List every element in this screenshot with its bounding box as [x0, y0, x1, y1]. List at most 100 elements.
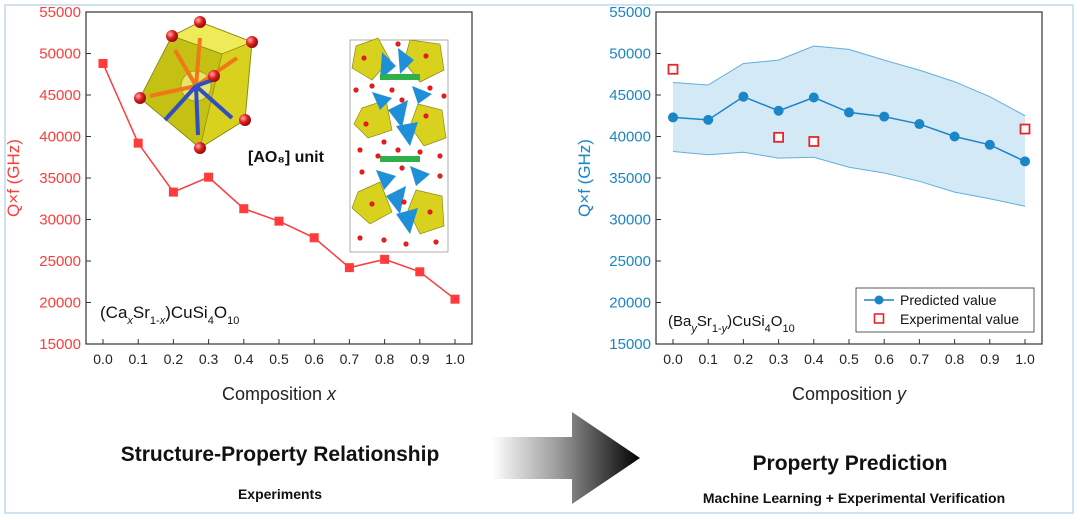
right-band-group	[672, 45, 1026, 207]
data-point	[738, 91, 749, 102]
data-point	[133, 138, 143, 148]
y-tick-label: 15000	[609, 336, 651, 353]
y-tick-label: 30000	[39, 212, 81, 229]
x-tick-label: 0.8	[375, 351, 395, 367]
x-tick-label: 0.7	[910, 351, 930, 367]
right-footer-title: Property Prediction	[752, 452, 948, 475]
y-tick-label: 40000	[39, 129, 81, 146]
transition-arrow-icon	[492, 412, 640, 504]
right-chart: 15000 20000 25000 30000 35000 40000 45000 50000…	[575, 4, 1043, 404]
y-tick-label: 35000	[609, 170, 651, 187]
legend-experimental-marker	[873, 313, 885, 324]
x-tick-label: 0.9	[980, 351, 1000, 367]
prediction-band	[673, 46, 1025, 207]
y-tick-label: 45000	[39, 87, 81, 104]
data-point	[668, 112, 678, 123]
data-point	[844, 107, 854, 118]
x-tick-label: 0.3	[199, 351, 219, 367]
unit-cell-image	[349, 37, 449, 253]
data-point	[239, 204, 249, 214]
x-tick-label: 0.9	[410, 351, 430, 367]
right-y-ticks: 15000 20000 25000 30000 35000 40000 45000 50000…	[609, 4, 661, 353]
left-series-points	[98, 58, 460, 304]
experimental-point	[808, 136, 820, 147]
x-tick-label: 0.8	[945, 351, 965, 367]
data-point	[773, 105, 784, 116]
right-x-axis-label: Composition y	[792, 384, 907, 404]
x-tick-label: 1.0	[445, 351, 465, 367]
data-point	[1020, 156, 1030, 167]
legend-predicted-label: Predicted value	[900, 292, 997, 308]
experimental-point	[773, 131, 784, 143]
ao8-polyhedron-image	[134, 16, 258, 154]
left-y-ticks: 15000 20000 25000 30000 35000 40000 45000 50000…	[39, 4, 91, 353]
left-footer-subtitle: Experiments	[237, 486, 323, 502]
y-tick-label: 20000	[609, 295, 651, 312]
x-tick-label: 0.1	[128, 351, 148, 367]
data-point	[344, 263, 354, 273]
y-tick-label: 35000	[39, 170, 81, 187]
left-chart: 15000 20000 25000 30000 35000 40000 45000 50000…	[4, 4, 473, 404]
y-tick-label: 30000	[609, 212, 651, 229]
right-footer-subtitle: Machine Learning + Experimental Verifica…	[702, 490, 1006, 506]
experimental-point	[1019, 123, 1031, 135]
y-tick-label: 15000	[39, 336, 81, 353]
y-tick-label: 50000	[609, 46, 651, 63]
data-point	[949, 131, 960, 142]
data-point	[879, 111, 890, 122]
right-legend: Predicted value Experimental value	[855, 287, 1035, 333]
band-upper-edge	[672, 45, 1026, 117]
x-tick-label: 0.4	[234, 351, 254, 367]
x-tick-label: 0.6	[874, 351, 894, 367]
x-tick-label: 1.0	[1015, 351, 1035, 367]
left-x-ticks: 0.0 0.1 0.2 0.3 0.4 0.5 0.6 0.7 0.8 0.9 1.0	[93, 339, 465, 367]
y-tick-label: 20000	[39, 295, 81, 312]
data-point	[415, 267, 425, 277]
y-tick-label: 25000	[39, 253, 81, 270]
data-point	[98, 58, 108, 68]
figure-frame	[4, 4, 1074, 514]
legend-experimental-label: Experimental value	[900, 311, 1019, 327]
data-point	[168, 187, 178, 197]
y-tick-label: 55000	[39, 4, 81, 21]
x-tick-label: 0.4	[804, 351, 824, 367]
y-tick-label: 50000	[39, 46, 81, 63]
data-point	[914, 119, 925, 130]
data-point	[984, 139, 995, 150]
data-point	[309, 233, 319, 243]
x-tick-label: 0.6	[304, 351, 324, 367]
ao8-unit-label: [AO₈] unit	[248, 149, 325, 166]
x-tick-label: 0.5	[839, 351, 859, 367]
left-y-axis-label: Q×f (GHz)	[4, 139, 23, 217]
band-lower-edge	[672, 150, 1026, 207]
experimental-point	[667, 63, 679, 75]
right-experimental-points	[667, 63, 1031, 147]
y-tick-label: 55000	[609, 4, 651, 21]
data-point	[380, 254, 390, 264]
left-footer-title: Structure-Property Relationship	[120, 443, 440, 466]
x-tick-label: 0.1	[698, 351, 718, 367]
x-tick-label: 0.2	[734, 351, 754, 367]
y-tick-label: 40000	[609, 129, 651, 146]
data-point	[450, 294, 460, 304]
left-x-axis-label: Composition x	[222, 384, 337, 404]
y-tick-label: 45000	[609, 87, 651, 104]
x-tick-label: 0.3	[769, 351, 789, 367]
left-composition-formula: (CaxSr1-x)CuSi4O10	[100, 303, 239, 327]
data-point	[808, 92, 819, 103]
x-tick-label: 0.7	[340, 351, 360, 367]
right-y-axis-label: Q×f (GHz)	[575, 139, 594, 217]
x-tick-label: 0.5	[269, 351, 289, 367]
y-tick-label: 25000	[609, 253, 651, 270]
right-x-ticks: 0.0 0.1 0.2 0.3 0.4 0.5 0.6 0.7 0.8 0.9 1.0	[663, 339, 1035, 367]
right-predicted-points	[668, 91, 1030, 167]
x-tick-label: 0.0	[663, 351, 683, 367]
data-point	[274, 216, 284, 226]
right-composition-formula: (BaySr1-y)CuSi4O10	[668, 313, 795, 335]
legend-predicted-marker	[874, 295, 884, 305]
x-tick-label: 0.0	[93, 351, 113, 367]
x-tick-label: 0.2	[164, 351, 184, 367]
data-point	[204, 172, 214, 182]
data-point	[703, 114, 714, 125]
